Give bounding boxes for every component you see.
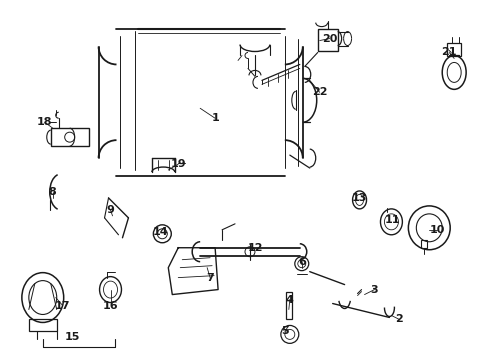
Text: 16: 16 xyxy=(102,301,118,311)
Bar xyxy=(51,128,88,146)
Text: 14: 14 xyxy=(152,227,168,237)
Bar xyxy=(317,28,337,50)
Text: 2: 2 xyxy=(395,314,403,324)
Text: 13: 13 xyxy=(351,193,366,203)
Text: 22: 22 xyxy=(311,87,327,97)
Text: 5: 5 xyxy=(281,327,288,336)
Bar xyxy=(285,292,291,319)
Bar xyxy=(447,42,460,57)
Text: 9: 9 xyxy=(106,205,114,215)
Text: 10: 10 xyxy=(428,225,444,235)
Bar xyxy=(421,240,427,248)
Text: 3: 3 xyxy=(370,284,378,294)
Text: 1: 1 xyxy=(211,113,219,123)
Text: 18: 18 xyxy=(37,117,52,127)
Text: 8: 8 xyxy=(49,187,57,197)
Text: 19: 19 xyxy=(170,159,186,169)
Text: 11: 11 xyxy=(384,215,399,225)
Text: 21: 21 xyxy=(441,48,456,58)
Text: 15: 15 xyxy=(65,332,80,342)
Bar xyxy=(29,319,57,332)
Text: 12: 12 xyxy=(247,243,262,253)
Text: 4: 4 xyxy=(285,294,293,305)
Text: 17: 17 xyxy=(55,301,70,311)
Text: 7: 7 xyxy=(206,273,214,283)
Text: 6: 6 xyxy=(297,257,305,267)
Text: 20: 20 xyxy=(321,33,337,44)
